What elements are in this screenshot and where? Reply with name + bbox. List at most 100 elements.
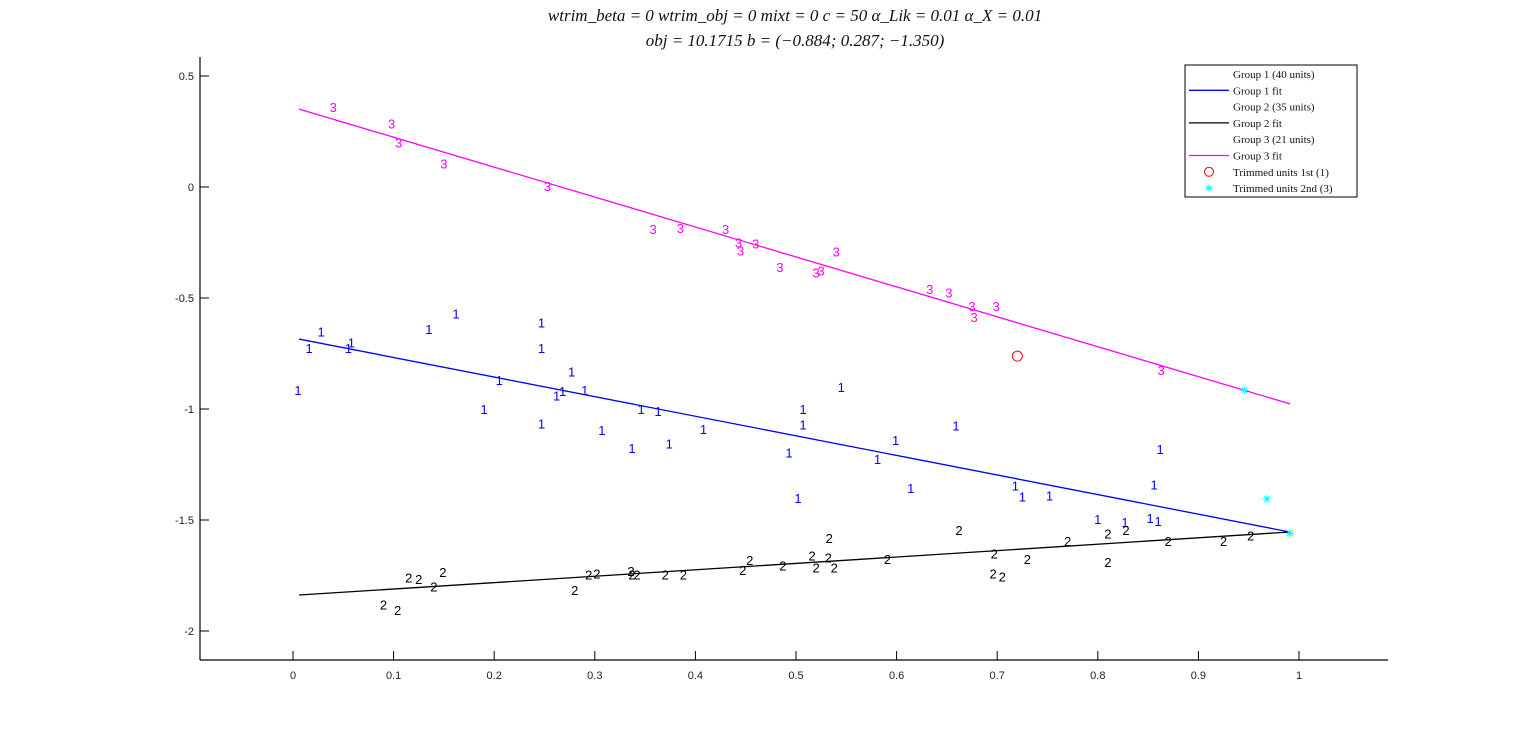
group-marker-1: 1	[538, 416, 545, 431]
group-marker-2: 2	[662, 567, 669, 582]
axes: 0 0.1 0.2 0.3 0.4 0.5 0.6 0.7 0.8 0.9 1 0.5 0 -0.5 -1 -…	[175, 57, 1388, 682]
group-marker-2: 2	[633, 567, 640, 582]
group-marker-1: 1	[1155, 514, 1162, 529]
fit-line	[298, 531, 1290, 596]
asterisk-stroke	[1206, 185, 1212, 191]
group-marker-3: 3	[440, 157, 447, 172]
chart-title-text-1: wtrim_beta = 0 wtrim_obj = 0 mixt = 0 c …	[547, 6, 1043, 25]
x-tick-label: 0.7	[990, 670, 1005, 682]
group-marker-1: 1	[838, 380, 845, 395]
group-marker-3: 3	[330, 100, 337, 115]
group-marker-3: 3	[818, 263, 825, 278]
group-marker-1: 1	[628, 441, 635, 456]
group-marker-1: 1	[907, 481, 914, 496]
x-tick-label: 0.2	[487, 670, 502, 682]
x-tick-label: 0.6	[889, 670, 904, 682]
asterisk-stroke	[1286, 530, 1294, 537]
legend-circle-icon	[1204, 166, 1214, 177]
group-marker-2: 2	[380, 597, 387, 612]
legend-label: Group 1 fit	[1233, 85, 1282, 97]
asterisk-icon	[1240, 386, 1249, 395]
group-marker-1: 1	[1151, 477, 1158, 492]
group-marker-2: 2	[593, 566, 600, 581]
asterisk-icon	[1262, 494, 1271, 503]
group-marker-1: 1	[1019, 490, 1026, 505]
group-marker-1: 1	[425, 322, 432, 337]
fit-line	[298, 338, 1291, 533]
group-marker-1: 1	[481, 402, 488, 417]
group-marker-1: 1	[794, 491, 801, 506]
group-marker-1: 1	[538, 315, 545, 330]
group-marker-1: 1	[553, 389, 560, 404]
group-marker-1: 1	[348, 335, 355, 350]
group-marker-3: 3	[833, 244, 840, 259]
group-marker-1: 1	[345, 341, 352, 356]
group-marker-3: 3	[677, 221, 684, 236]
x-tick-label: 0	[290, 670, 296, 682]
group-marker-1: 1	[581, 383, 588, 398]
group-marker-3: 3	[388, 117, 395, 132]
y-tick-label: -1	[184, 404, 194, 416]
group-marker-3: 3	[722, 222, 729, 237]
legend-label: Trimmed units 1st (1)	[1233, 167, 1329, 179]
group-marker-1: 1	[700, 422, 707, 437]
x-tick-label: 0.3	[587, 670, 602, 682]
group-marker-2: 2	[1024, 552, 1031, 567]
group-marker-3: 3	[752, 237, 759, 252]
group-marker-2: 2	[955, 523, 962, 538]
asterisk-icon	[1285, 529, 1294, 538]
group-marker-1: 1	[799, 418, 806, 433]
fit-line	[298, 108, 1291, 405]
group-marker-3: 3	[735, 236, 742, 251]
group-marker-1: 1	[892, 433, 899, 448]
group-marker-2: 2	[779, 559, 786, 574]
legend-label: Group 3 fit	[1233, 151, 1282, 163]
asterisk-stroke	[1241, 386, 1248, 394]
group-marker-1: 1	[538, 341, 545, 356]
group-marker-2: 2	[430, 580, 437, 595]
asterisk-icon	[1205, 184, 1213, 192]
group-marker-2: 2	[746, 553, 753, 568]
group-marker-2: 2	[571, 583, 578, 598]
group-marker-2: 2	[405, 571, 412, 586]
group-marker-2: 2	[825, 551, 832, 566]
group-marker-2: 2	[999, 570, 1006, 585]
group-marker-3: 3	[813, 265, 820, 280]
group-marker-3: 3	[926, 282, 933, 297]
group-marker-3: 3	[650, 222, 657, 237]
y-tick-label: 0	[188, 182, 194, 194]
group-marker-1: 1	[318, 324, 325, 339]
group-marker-3: 3	[544, 179, 551, 194]
group-marker-1: 1	[874, 452, 881, 467]
group-marker-2: 2	[739, 563, 746, 578]
x-tick-label: 1	[1296, 670, 1302, 682]
group-marker-1: 1	[1146, 511, 1153, 526]
y-tick-label: -1.5	[175, 515, 194, 527]
group-marker-3: 3	[945, 285, 952, 300]
group-marker-2: 2	[1165, 534, 1172, 549]
legend-label: Group 2 fit	[1233, 118, 1282, 130]
group-marker-3: 3	[737, 243, 744, 258]
group-marker-2: 2	[826, 531, 833, 546]
legend-box	[1184, 64, 1358, 198]
group-marker-3: 3	[970, 310, 977, 325]
group-marker-2: 2	[831, 561, 838, 576]
group-marker-1: 1	[655, 404, 662, 419]
group-marker-1: 1	[1094, 512, 1101, 527]
x-tick-label: 0.5	[788, 670, 803, 682]
group-marker-1: 1	[559, 384, 566, 399]
group-marker-1: 1	[305, 341, 312, 356]
y-tick-label: -0.5	[175, 293, 194, 305]
group-marker-2: 2	[991, 546, 998, 561]
chart-title-line-2: obj = 10.1715 b = (−0.884; 0.287; −1.350…	[0, 31, 1536, 51]
x-tick-label: 0.4	[688, 670, 703, 682]
group-marker-2: 2	[680, 567, 687, 582]
group-marker-2: 2	[1064, 534, 1071, 549]
group-marker-2: 2	[1220, 534, 1227, 549]
group-marker-1: 1	[568, 364, 575, 379]
group-marker-3: 3	[395, 136, 402, 151]
group-marker-1: 1	[1046, 489, 1053, 504]
group-marker-2: 2	[813, 561, 820, 576]
